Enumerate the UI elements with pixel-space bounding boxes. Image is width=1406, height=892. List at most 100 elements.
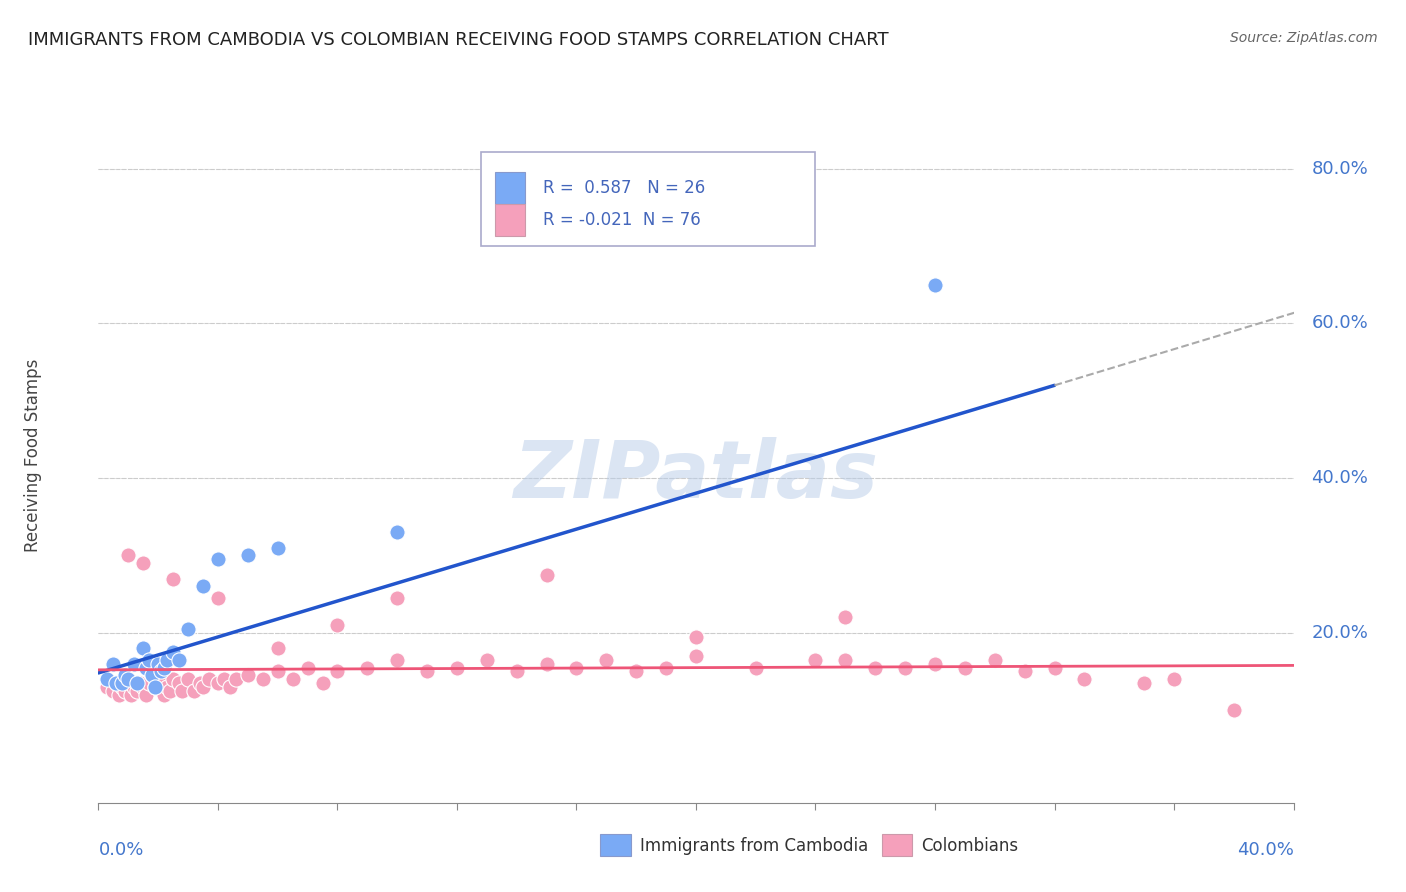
Point [536,567,558,582]
Point [183,683,205,698]
Point [219,680,242,694]
Point [188,676,211,690]
Text: ZIPatlas: ZIPatlas [513,437,879,515]
Point [167,676,190,690]
Point [148,672,170,686]
Text: Immigrants from Cambodia: Immigrants from Cambodia [640,837,868,855]
Point [96,680,118,694]
Point [108,688,131,702]
Point [834,653,856,667]
Point [172,683,194,698]
Point [624,665,647,679]
Point [225,672,247,686]
Point [1043,660,1066,674]
Point [267,641,290,656]
Point [138,653,160,667]
Text: 60.0%: 60.0% [1312,315,1368,333]
Bar [495,172,524,203]
Point [1014,665,1036,679]
Point [105,676,128,690]
Point [156,680,179,694]
Point [385,525,409,540]
Point [124,657,146,671]
Text: Source: ZipAtlas.com: Source: ZipAtlas.com [1230,31,1378,45]
Point [267,541,290,555]
Point [834,610,856,624]
Point [1073,672,1095,686]
Point [162,572,184,586]
Point [326,618,349,632]
Point [207,591,229,605]
Point [385,591,409,605]
Point [236,668,259,682]
Point [356,660,378,674]
Point [103,657,125,671]
Text: 80.0%: 80.0% [1312,160,1368,178]
Text: IMMIGRANTS FROM CAMBODIA VS COLOMBIAN RECEIVING FOOD STAMPS CORRELATION CHART: IMMIGRANTS FROM CAMBODIA VS COLOMBIAN RE… [28,31,889,49]
Point [127,676,149,690]
Point [120,688,142,702]
Point [894,660,917,674]
Point [1163,672,1185,686]
Point [536,657,558,671]
Text: R =  0.587   N = 26: R = 0.587 N = 26 [543,179,706,197]
Point [150,676,173,690]
Point [207,552,229,566]
Point [924,277,946,292]
Point [150,665,173,679]
Point [162,645,184,659]
Point [252,672,274,686]
Point [595,653,617,667]
Point [117,672,139,686]
Point [159,683,181,698]
Point [655,660,678,674]
Point [114,683,136,698]
Point [153,688,176,702]
Point [132,680,155,694]
Point [177,672,200,686]
Point [162,672,184,686]
Point [1223,703,1246,717]
Point [143,680,166,694]
Point [132,641,155,656]
FancyBboxPatch shape [481,153,815,246]
Point [141,668,163,682]
Point [167,653,190,667]
Text: Colombians: Colombians [921,837,1018,855]
Point [117,672,139,686]
Text: Receiving Food Stamps: Receiving Food Stamps [24,359,42,551]
Point [177,622,200,636]
Point [191,680,214,694]
Point [124,680,146,694]
Point [804,653,827,667]
Point [475,653,498,667]
Point [281,672,304,686]
Point [114,668,136,682]
Point [685,630,707,644]
Point [212,672,235,686]
Point [385,653,409,667]
Point [156,653,179,667]
Point [311,676,333,690]
Text: 40.0%: 40.0% [1312,469,1368,487]
Point [127,683,149,698]
Point [326,665,349,679]
Point [267,665,290,679]
Point [105,676,128,690]
Point [565,660,588,674]
Text: 0.0%: 0.0% [98,841,143,859]
Point [446,660,468,674]
Point [129,676,152,690]
Bar [495,204,524,235]
Point [153,660,176,674]
Point [96,672,118,686]
Point [117,549,139,563]
Point [207,676,229,690]
Point [983,653,1005,667]
Point [685,648,707,663]
Point [191,579,214,593]
Point [148,657,170,671]
Point [924,657,946,671]
Text: R = -0.021  N = 76: R = -0.021 N = 76 [543,211,700,229]
Point [198,672,221,686]
